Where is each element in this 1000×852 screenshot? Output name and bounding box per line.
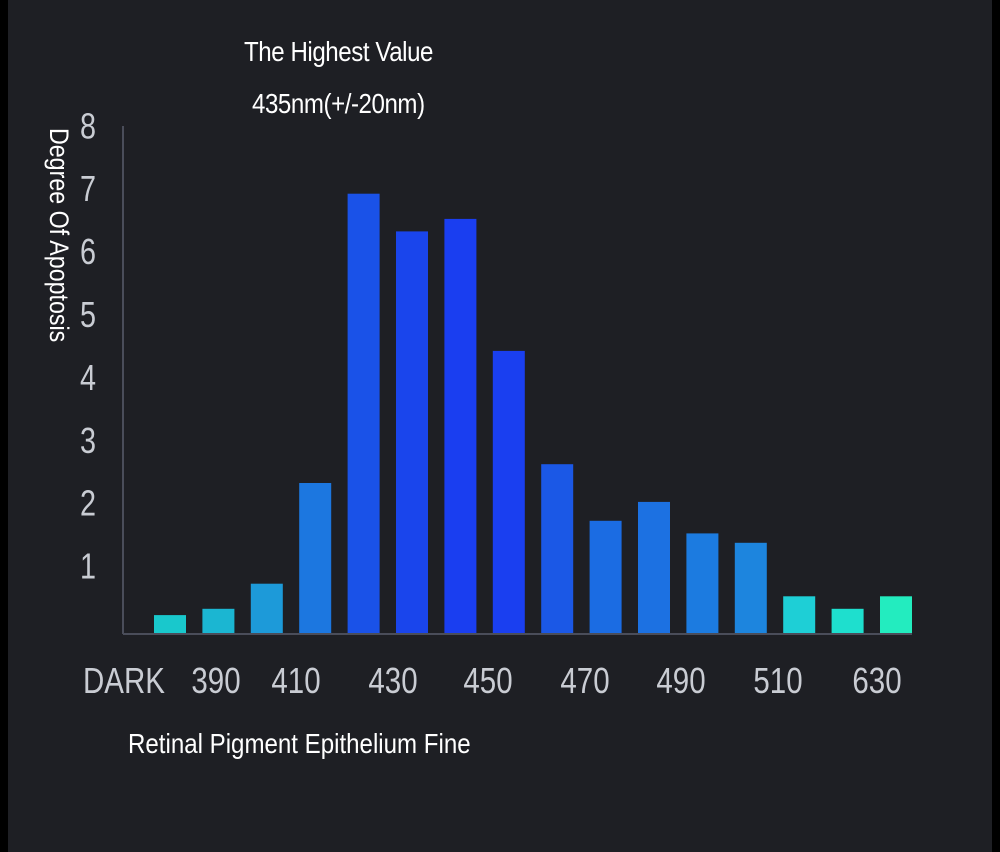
bar-series [154, 193, 912, 634]
bar-11 [686, 533, 719, 634]
x-tick-label: 450 [463, 660, 512, 700]
bar-12 [734, 542, 767, 634]
bar-4 [347, 193, 380, 634]
bar-10 [638, 501, 670, 634]
chart-frame: The Highest Value 435nm(+/-20nm) Degree … [8, 0, 992, 852]
bar-1 [202, 608, 235, 634]
y-tick-label: 3 [80, 420, 96, 461]
bar-8 [541, 464, 574, 634]
bar-0 [154, 615, 186, 634]
y-tick-label: 2 [80, 483, 96, 524]
x-tick-label: 490 [656, 660, 705, 700]
chart-title: The Highest Value [244, 36, 434, 67]
bar-13 [783, 596, 816, 634]
bar-3 [299, 483, 332, 634]
x-tick-label: 410 [271, 660, 320, 700]
bar-2 [250, 583, 283, 634]
x-axis-ticks: DARK 390 410 430 450 470 490 510 630 [83, 660, 902, 700]
bar-6 [444, 218, 477, 634]
y-tick-label: 5 [80, 294, 96, 335]
bar-15 [880, 596, 912, 634]
x-axis-title: Retinal Pigment Epithelium Fine [128, 728, 471, 759]
x-tick-label: 390 [191, 660, 240, 700]
chart-subtitle: 435nm(+/-20nm) [252, 88, 425, 119]
bar-9 [589, 520, 622, 634]
bar-7 [492, 350, 525, 634]
y-tick-label: 1 [80, 545, 96, 586]
y-tick-label: 7 [80, 168, 96, 209]
y-tick-label: 6 [80, 231, 96, 272]
x-tick-label: 430 [368, 660, 417, 700]
x-tick-label: 510 [753, 660, 802, 700]
x-tick-label: 470 [560, 660, 609, 700]
x-tick-label: DARK [83, 660, 165, 700]
x-tick-label: 630 [852, 660, 901, 700]
bar-5 [396, 231, 428, 634]
y-tick-label: 8 [80, 105, 96, 146]
y-tick-label: 4 [80, 357, 96, 398]
bar-14 [831, 608, 864, 634]
y-axis-ticks: 1 2 3 4 5 6 7 8 [80, 105, 96, 586]
